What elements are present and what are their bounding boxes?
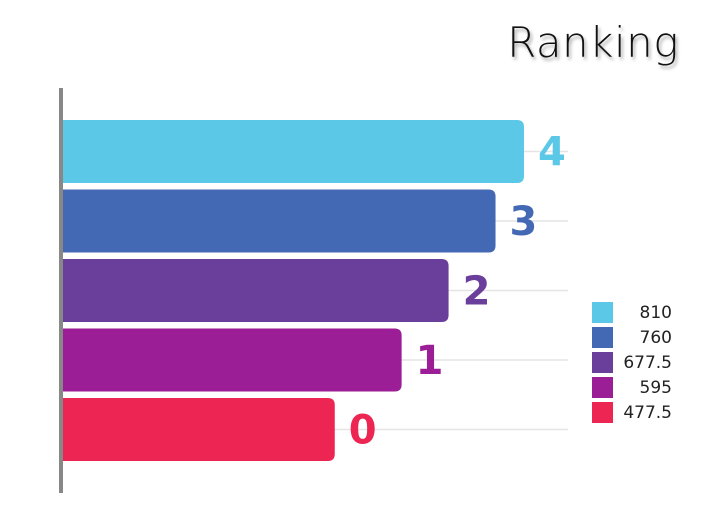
legend-label: 477.5 <box>623 403 672 423</box>
legend-swatch <box>592 377 613 398</box>
legend-label: 595 <box>640 378 672 398</box>
legend-label: 810 <box>640 303 672 323</box>
bar-1 <box>63 328 402 392</box>
bar-label-2: 2 <box>463 269 491 315</box>
bar-3 <box>63 189 496 253</box>
legend-swatch <box>592 302 613 323</box>
legend-swatch <box>592 352 613 373</box>
legend-swatch <box>592 402 613 423</box>
bar-2 <box>63 259 449 322</box>
bar-label-4: 4 <box>538 130 566 176</box>
bar-label-0: 0 <box>349 408 377 454</box>
bar-4 <box>63 120 524 183</box>
bar-label-3: 3 <box>510 199 538 245</box>
legend-label: 677.5 <box>623 353 672 373</box>
gridlines <box>334 150 568 431</box>
bars <box>63 120 524 461</box>
legend-swatch <box>592 327 613 348</box>
legend-label: 760 <box>640 328 672 348</box>
bar-0 <box>63 398 335 461</box>
chart-title: Ranking <box>507 18 679 67</box>
legend: 810 760 677.5 595 477.5 <box>592 302 672 423</box>
bar-label-1: 1 <box>416 338 444 384</box>
